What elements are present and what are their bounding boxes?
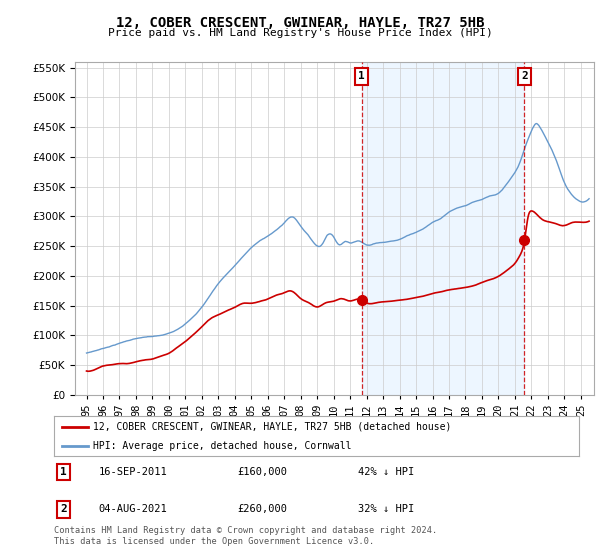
Text: 04-AUG-2021: 04-AUG-2021	[98, 505, 167, 515]
Text: 2: 2	[60, 505, 67, 515]
Bar	[362, 62, 524, 395]
Text: 12, COBER CRESCENT, GWINEAR, HAYLE, TR27 5HB: 12, COBER CRESCENT, GWINEAR, HAYLE, TR27…	[116, 16, 484, 30]
Text: 42% ↓ HPI: 42% ↓ HPI	[359, 467, 415, 477]
Text: 2: 2	[521, 72, 528, 81]
Text: 1: 1	[358, 72, 365, 81]
Text: £260,000: £260,000	[238, 505, 288, 515]
Text: Price paid vs. HM Land Registry's House Price Index (HPI): Price paid vs. HM Land Registry's House …	[107, 28, 493, 38]
Text: 16-SEP-2011: 16-SEP-2011	[98, 467, 167, 477]
Text: Contains HM Land Registry data © Crown copyright and database right 2024.
This d: Contains HM Land Registry data © Crown c…	[54, 526, 437, 546]
Text: HPI: Average price, detached house, Cornwall: HPI: Average price, detached house, Corn…	[94, 441, 352, 451]
Text: 1: 1	[60, 467, 67, 477]
Text: £160,000: £160,000	[238, 467, 288, 477]
Text: 12, COBER CRESCENT, GWINEAR, HAYLE, TR27 5HB (detached house): 12, COBER CRESCENT, GWINEAR, HAYLE, TR27…	[94, 422, 452, 432]
Text: 32% ↓ HPI: 32% ↓ HPI	[359, 505, 415, 515]
